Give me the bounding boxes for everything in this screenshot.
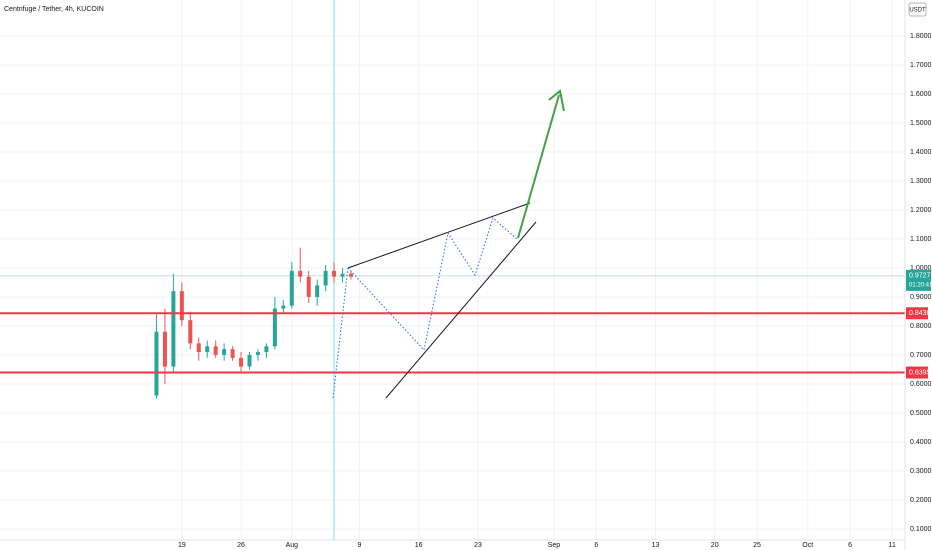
y-tick-label: 0.9000 (910, 294, 932, 301)
y-tick-label: 0.2000 (910, 497, 932, 504)
candle-body (196, 343, 201, 353)
y-tick-label: 0.6000 (910, 381, 932, 388)
x-tick-label: 9 (358, 542, 362, 549)
candle-body (272, 308, 277, 347)
x-tick-label: Oct (802, 542, 813, 549)
price-label-box (906, 366, 928, 379)
upper-trendline (347, 202, 531, 269)
candle-body (315, 285, 320, 297)
y-tick-label: 0.3000 (910, 468, 932, 475)
candle-body (171, 291, 176, 367)
candle-body (162, 331, 167, 367)
y-tick-label: 1.1000 (910, 236, 932, 243)
candle-body (289, 270, 294, 306)
x-tick-label: 23 (474, 542, 482, 549)
candle-body (154, 331, 159, 396)
candle-body (188, 320, 193, 344)
candle-body (332, 270, 337, 277)
x-tick-label: 20 (711, 542, 719, 549)
candle-body (205, 346, 210, 353)
candle-body (298, 270, 303, 277)
last-price-label: 0.9727 (909, 273, 931, 280)
candle-body (340, 273, 345, 277)
y-tick-label: 1.8000 (910, 33, 932, 40)
y-tick-label: 1.5000 (910, 120, 932, 127)
x-tick-label: 26 (237, 542, 245, 549)
candle-body (255, 352, 260, 355)
candle-body (230, 349, 235, 358)
candle-body (349, 273, 354, 277)
x-tick-label: 19 (178, 542, 186, 549)
y-tick-label: 0.7000 (910, 352, 932, 359)
x-tick-label: 13 (652, 542, 660, 549)
candle-body (179, 291, 184, 321)
x-tick-label: 16 (415, 542, 423, 549)
wave-path (347, 217, 519, 352)
x-tick-label: 11 (889, 542, 896, 549)
wave-path (332, 267, 349, 399)
y-tick-label: 1.3000 (910, 178, 932, 185)
y-tick-label: 1.2000 (910, 207, 932, 214)
projection-arrow (517, 94, 560, 239)
y-tick-label: 1.4000 (910, 149, 932, 156)
candle-body (222, 349, 227, 355)
lower-trendline (385, 221, 537, 399)
price-label: 0.8438 (909, 310, 931, 317)
y-tick-label: 1.0000 (910, 265, 932, 272)
x-tick-label: 6 (848, 542, 852, 549)
candle-body (239, 357, 244, 367)
currency-box (908, 2, 927, 17)
chart-title: Centrifuge / Tether, 4h, KUCOIN (4, 6, 104, 13)
last-price-box (906, 269, 931, 291)
arrow-head (548, 89, 565, 112)
countdown-label: 01:20:41 (909, 282, 932, 288)
candle-body (306, 276, 311, 297)
price-label-box (906, 307, 928, 320)
x-tick-label: Sep (548, 542, 561, 549)
y-tick-label: 1.6000 (910, 91, 932, 98)
x-tick-label: 25 (753, 542, 761, 549)
drawings (332, 89, 565, 399)
plot (0, 247, 905, 399)
y-tick-label: 0.8000 (910, 323, 932, 330)
candle-body (281, 305, 286, 309)
grid (0, 0, 905, 540)
axes: 1.8000 1.7000 1.6000 1.5000 1.4000 1.3000 1.20… (178, 33, 932, 549)
candle-body (264, 346, 269, 353)
y-tick-label: 1.7000 (910, 62, 932, 69)
candle-body (323, 270, 328, 286)
price-label: 0.6395 (909, 369, 931, 376)
y-tick-label: 0.4000 (910, 439, 932, 446)
x-tick-label: Aug (286, 542, 299, 549)
currency-label: USDT (909, 8, 926, 14)
y-tick-label: 0.1000 (910, 526, 932, 533)
candle-body (213, 346, 218, 355)
candle-body (247, 354, 252, 367)
x-tick-label: 6 (594, 542, 598, 549)
y-tick-label: 0.5000 (910, 410, 932, 417)
